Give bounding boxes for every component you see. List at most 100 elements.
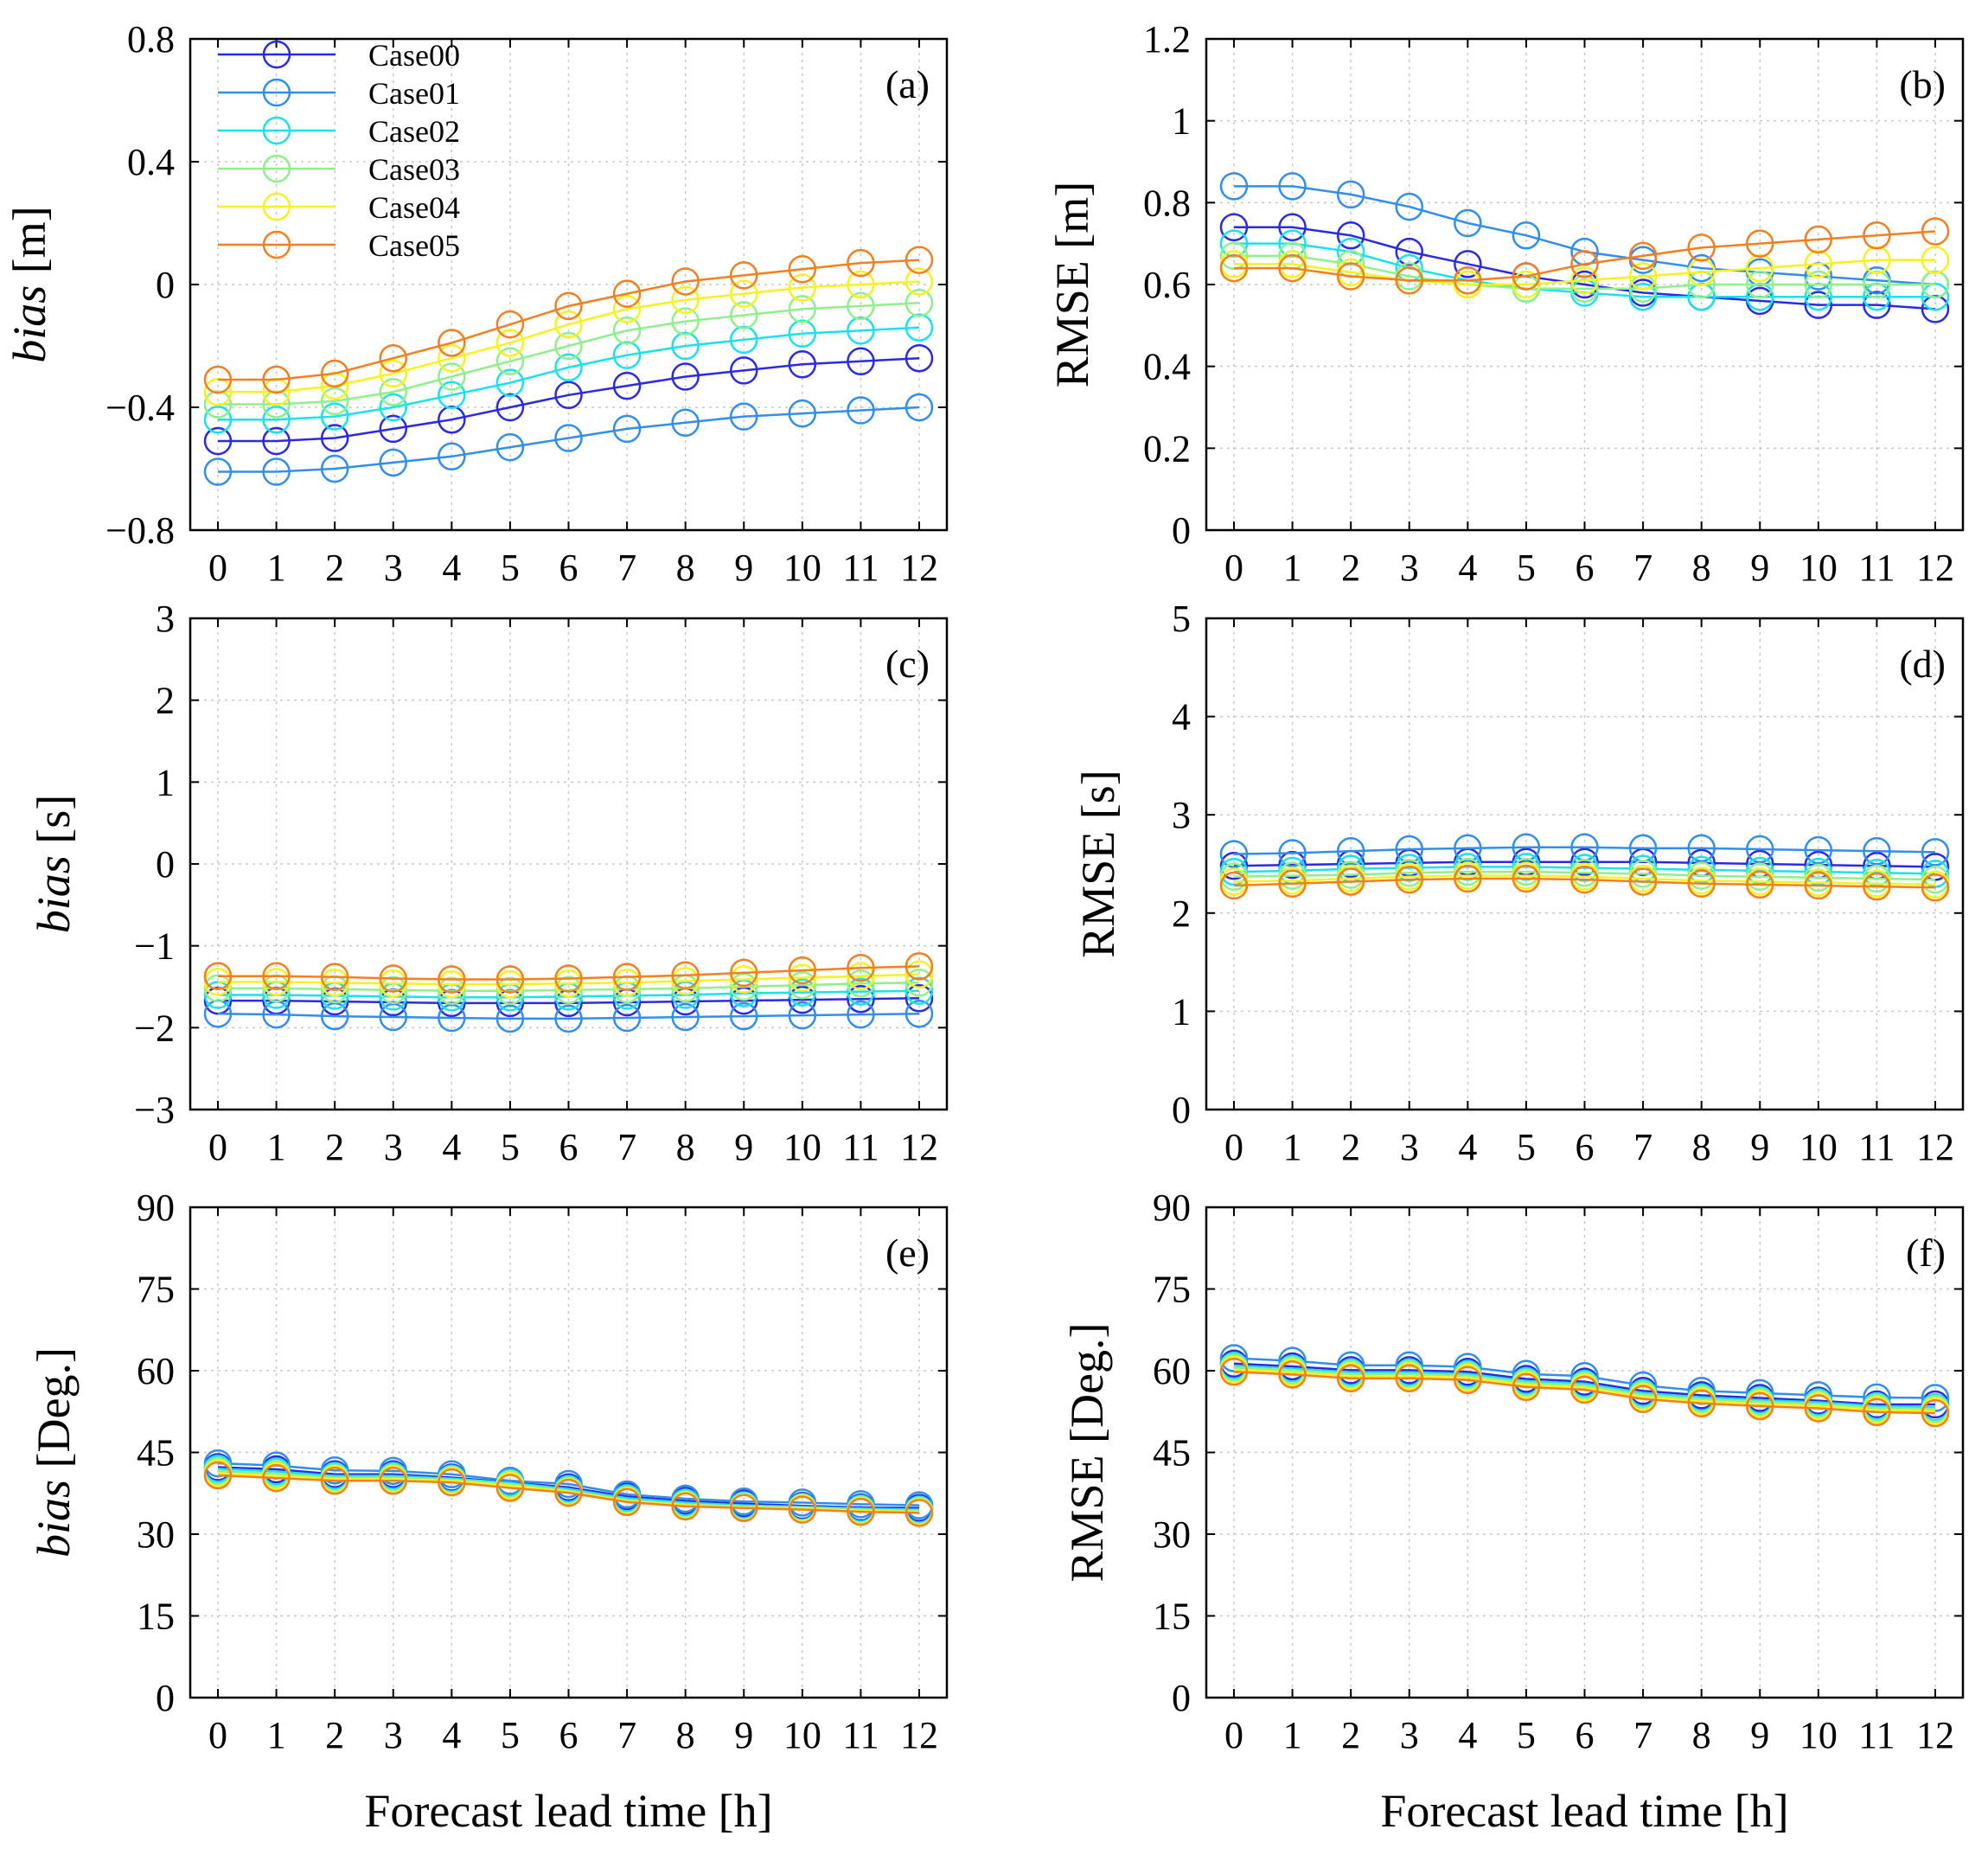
data-point bbox=[495, 965, 525, 994]
x-tick-label: 7 bbox=[617, 1126, 636, 1168]
series-line bbox=[1233, 874, 1936, 886]
series-line bbox=[217, 1474, 920, 1514]
data-point bbox=[905, 289, 934, 317]
data-point bbox=[847, 1497, 875, 1526]
data-point bbox=[1628, 1385, 1658, 1414]
data-point bbox=[905, 1499, 934, 1527]
x-tick-label: 8 bbox=[1692, 547, 1711, 589]
data-point bbox=[1454, 250, 1482, 278]
data-point bbox=[612, 963, 642, 991]
data-point bbox=[788, 963, 817, 992]
y-tick-label: 15 bbox=[137, 1596, 175, 1638]
data-point bbox=[730, 261, 758, 290]
y-tick-label: −0.4 bbox=[105, 387, 175, 429]
panel-label: (e) bbox=[885, 1231, 930, 1275]
x-tick-label: 3 bbox=[1400, 547, 1419, 589]
y-tick-label: 1 bbox=[1172, 100, 1191, 143]
data-point bbox=[1863, 1398, 1891, 1427]
y-tick-label: 75 bbox=[1153, 1269, 1191, 1311]
data-point bbox=[905, 343, 934, 373]
data-point bbox=[1746, 229, 1774, 258]
x-tick-label: 0 bbox=[208, 547, 227, 589]
y-tick-label: 0 bbox=[156, 843, 175, 886]
x-tick-label: 7 bbox=[617, 1714, 636, 1756]
series-line bbox=[1233, 1362, 1935, 1406]
series-line bbox=[1233, 877, 1936, 889]
x-tick-label: 10 bbox=[1799, 1714, 1838, 1756]
data-point bbox=[262, 968, 291, 996]
y-tick-label: 0.4 bbox=[1143, 346, 1191, 388]
series-line bbox=[218, 406, 920, 473]
data-point bbox=[320, 424, 349, 452]
y-axis-label: RMSE [m] bbox=[1046, 182, 1098, 388]
data-point bbox=[554, 310, 583, 339]
y-tick-label: 75 bbox=[137, 1269, 175, 1311]
data-point bbox=[730, 958, 758, 988]
data-point bbox=[495, 976, 525, 1005]
x-tick-label: 4 bbox=[442, 547, 461, 589]
series-line bbox=[1233, 1365, 1936, 1409]
data-point bbox=[1278, 850, 1307, 880]
x-tick-label: 2 bbox=[1341, 1126, 1360, 1168]
x-tick-label: 11 bbox=[1858, 1126, 1895, 1168]
data-point bbox=[1687, 258, 1716, 287]
x-tick-label: 1 bbox=[267, 547, 286, 589]
x-tick-label: 9 bbox=[734, 1126, 753, 1168]
x-tick-label: 7 bbox=[1633, 1126, 1652, 1168]
series-case02 bbox=[203, 313, 934, 434]
data-point bbox=[320, 1456, 349, 1485]
data-point bbox=[379, 343, 407, 373]
x-tick-label: 6 bbox=[559, 1126, 579, 1168]
panel-label: (c) bbox=[885, 642, 930, 686]
data-point bbox=[495, 329, 525, 357]
series-line bbox=[217, 1466, 920, 1510]
legend-label: Case02 bbox=[368, 114, 460, 149]
data-point bbox=[1278, 253, 1307, 283]
legend-marker bbox=[262, 192, 291, 221]
data-point bbox=[554, 291, 583, 321]
data-point bbox=[671, 362, 700, 391]
data-point bbox=[1454, 834, 1482, 863]
data-point bbox=[438, 442, 466, 471]
series-case00 bbox=[203, 343, 934, 456]
y-axis-label-unit: RMSE [Deg.] bbox=[1061, 1323, 1113, 1583]
data-point bbox=[1804, 225, 1833, 254]
y-tick-label: 1.2 bbox=[1143, 18, 1191, 61]
x-tick-label: 2 bbox=[1341, 547, 1360, 589]
data-point bbox=[379, 393, 407, 422]
data-point bbox=[1921, 838, 1950, 867]
data-point bbox=[262, 962, 291, 990]
data-point bbox=[671, 285, 700, 314]
x-tick-label: 4 bbox=[1458, 1126, 1477, 1168]
x-tick-label: 10 bbox=[1799, 1126, 1838, 1168]
x-tick-label: 4 bbox=[1458, 547, 1477, 589]
data-point bbox=[847, 396, 875, 425]
data-point bbox=[788, 956, 817, 985]
data-point bbox=[1512, 270, 1541, 299]
data-point bbox=[730, 402, 758, 431]
data-point bbox=[379, 414, 407, 444]
x-tick-label: 9 bbox=[1750, 1714, 1769, 1756]
x-tick-label: 10 bbox=[783, 547, 821, 589]
data-point bbox=[1512, 1372, 1541, 1402]
data-point bbox=[788, 978, 817, 1007]
y-tick-label: 90 bbox=[137, 1187, 175, 1229]
y-axis-label: bias [s] bbox=[28, 795, 80, 934]
x-tick-label: 5 bbox=[1517, 1126, 1536, 1168]
data-point bbox=[788, 273, 817, 302]
series-line bbox=[217, 1469, 920, 1513]
data-point bbox=[320, 454, 349, 483]
y-tick-label: 30 bbox=[137, 1513, 175, 1556]
y-tick-label: −2 bbox=[134, 1007, 175, 1049]
x-tick-label: 6 bbox=[1576, 1714, 1595, 1756]
data-point bbox=[730, 356, 758, 385]
x-tick-label: 11 bbox=[1858, 547, 1895, 589]
data-point bbox=[320, 387, 349, 416]
data-point bbox=[1746, 835, 1774, 864]
y-axis-label: RMSE [s] bbox=[1072, 770, 1124, 958]
series-line bbox=[218, 302, 920, 406]
data-point bbox=[320, 1467, 349, 1495]
data-point bbox=[1570, 1375, 1599, 1404]
x-tick-label: 10 bbox=[783, 1126, 821, 1168]
